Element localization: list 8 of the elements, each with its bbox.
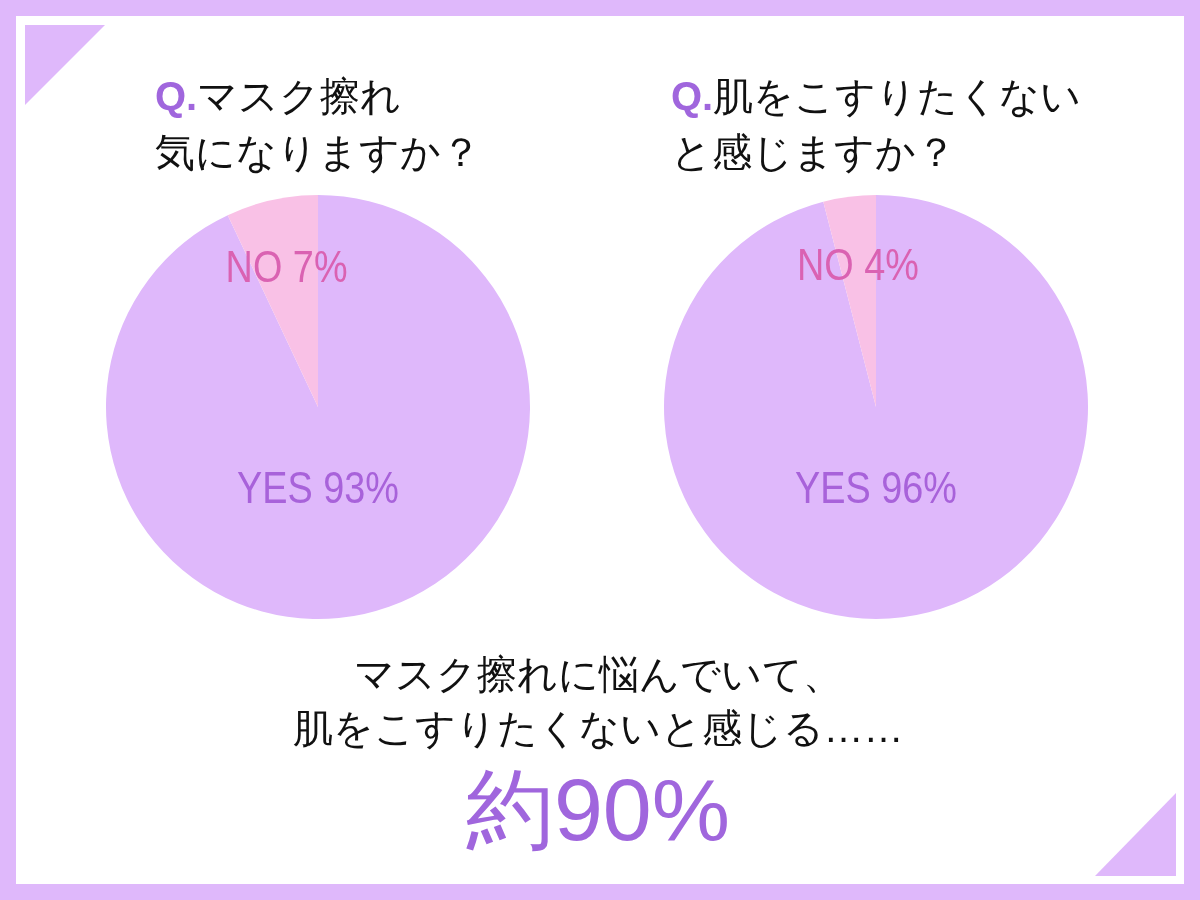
- slice-label: NO 7%: [225, 242, 348, 292]
- text: マスク擦れに悩んでいて、肌をこすりたくないと感じる……: [292, 652, 904, 750]
- chart-title: Q.肌をこすりたくないと感じますか？: [670, 74, 1082, 174]
- text: 約90%: [465, 760, 731, 859]
- slice-label: NO 4%: [796, 240, 919, 290]
- slice-label: YES 93%: [237, 463, 399, 514]
- slice-label: YES 96%: [795, 463, 957, 514]
- chart-title: Q.マスク擦れ気になりますか？: [155, 74, 481, 174]
